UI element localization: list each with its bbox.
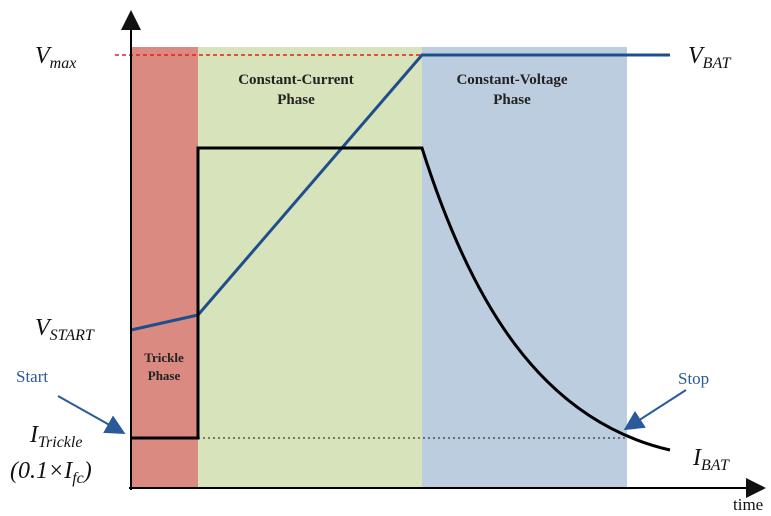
vstart-label: VSTART bbox=[35, 315, 95, 344]
cv-phase-label: Phase bbox=[493, 92, 531, 108]
cv-region bbox=[422, 47, 627, 488]
cc-region bbox=[198, 47, 422, 488]
vbat-curve bbox=[130, 53, 670, 332]
trickle-phase-label: Phase bbox=[148, 368, 181, 383]
trickle-region bbox=[131, 47, 198, 488]
ibat-label: IBAT bbox=[692, 445, 730, 474]
stop-label: Stop bbox=[678, 369, 709, 388]
start-arrow bbox=[57, 395, 126, 434]
ibat-curve bbox=[131, 146, 671, 452]
cv-phase-label: Constant-Voltage bbox=[456, 72, 567, 88]
start-label: Start bbox=[16, 367, 48, 386]
cc-phase-label: Phase bbox=[277, 92, 315, 108]
x-axis-label: time bbox=[733, 495, 763, 514]
itrickle-label: ITrickle bbox=[29, 422, 82, 451]
trickle-phase-label: Trickle bbox=[144, 350, 184, 365]
cc-phase-label: Constant-Current bbox=[238, 72, 354, 88]
stop-arrow bbox=[623, 389, 687, 431]
vbat-label: VBAT bbox=[688, 43, 732, 72]
vmax-label: Vmax bbox=[35, 43, 76, 72]
ifc-label: (0.1×Ifc) bbox=[10, 458, 92, 487]
